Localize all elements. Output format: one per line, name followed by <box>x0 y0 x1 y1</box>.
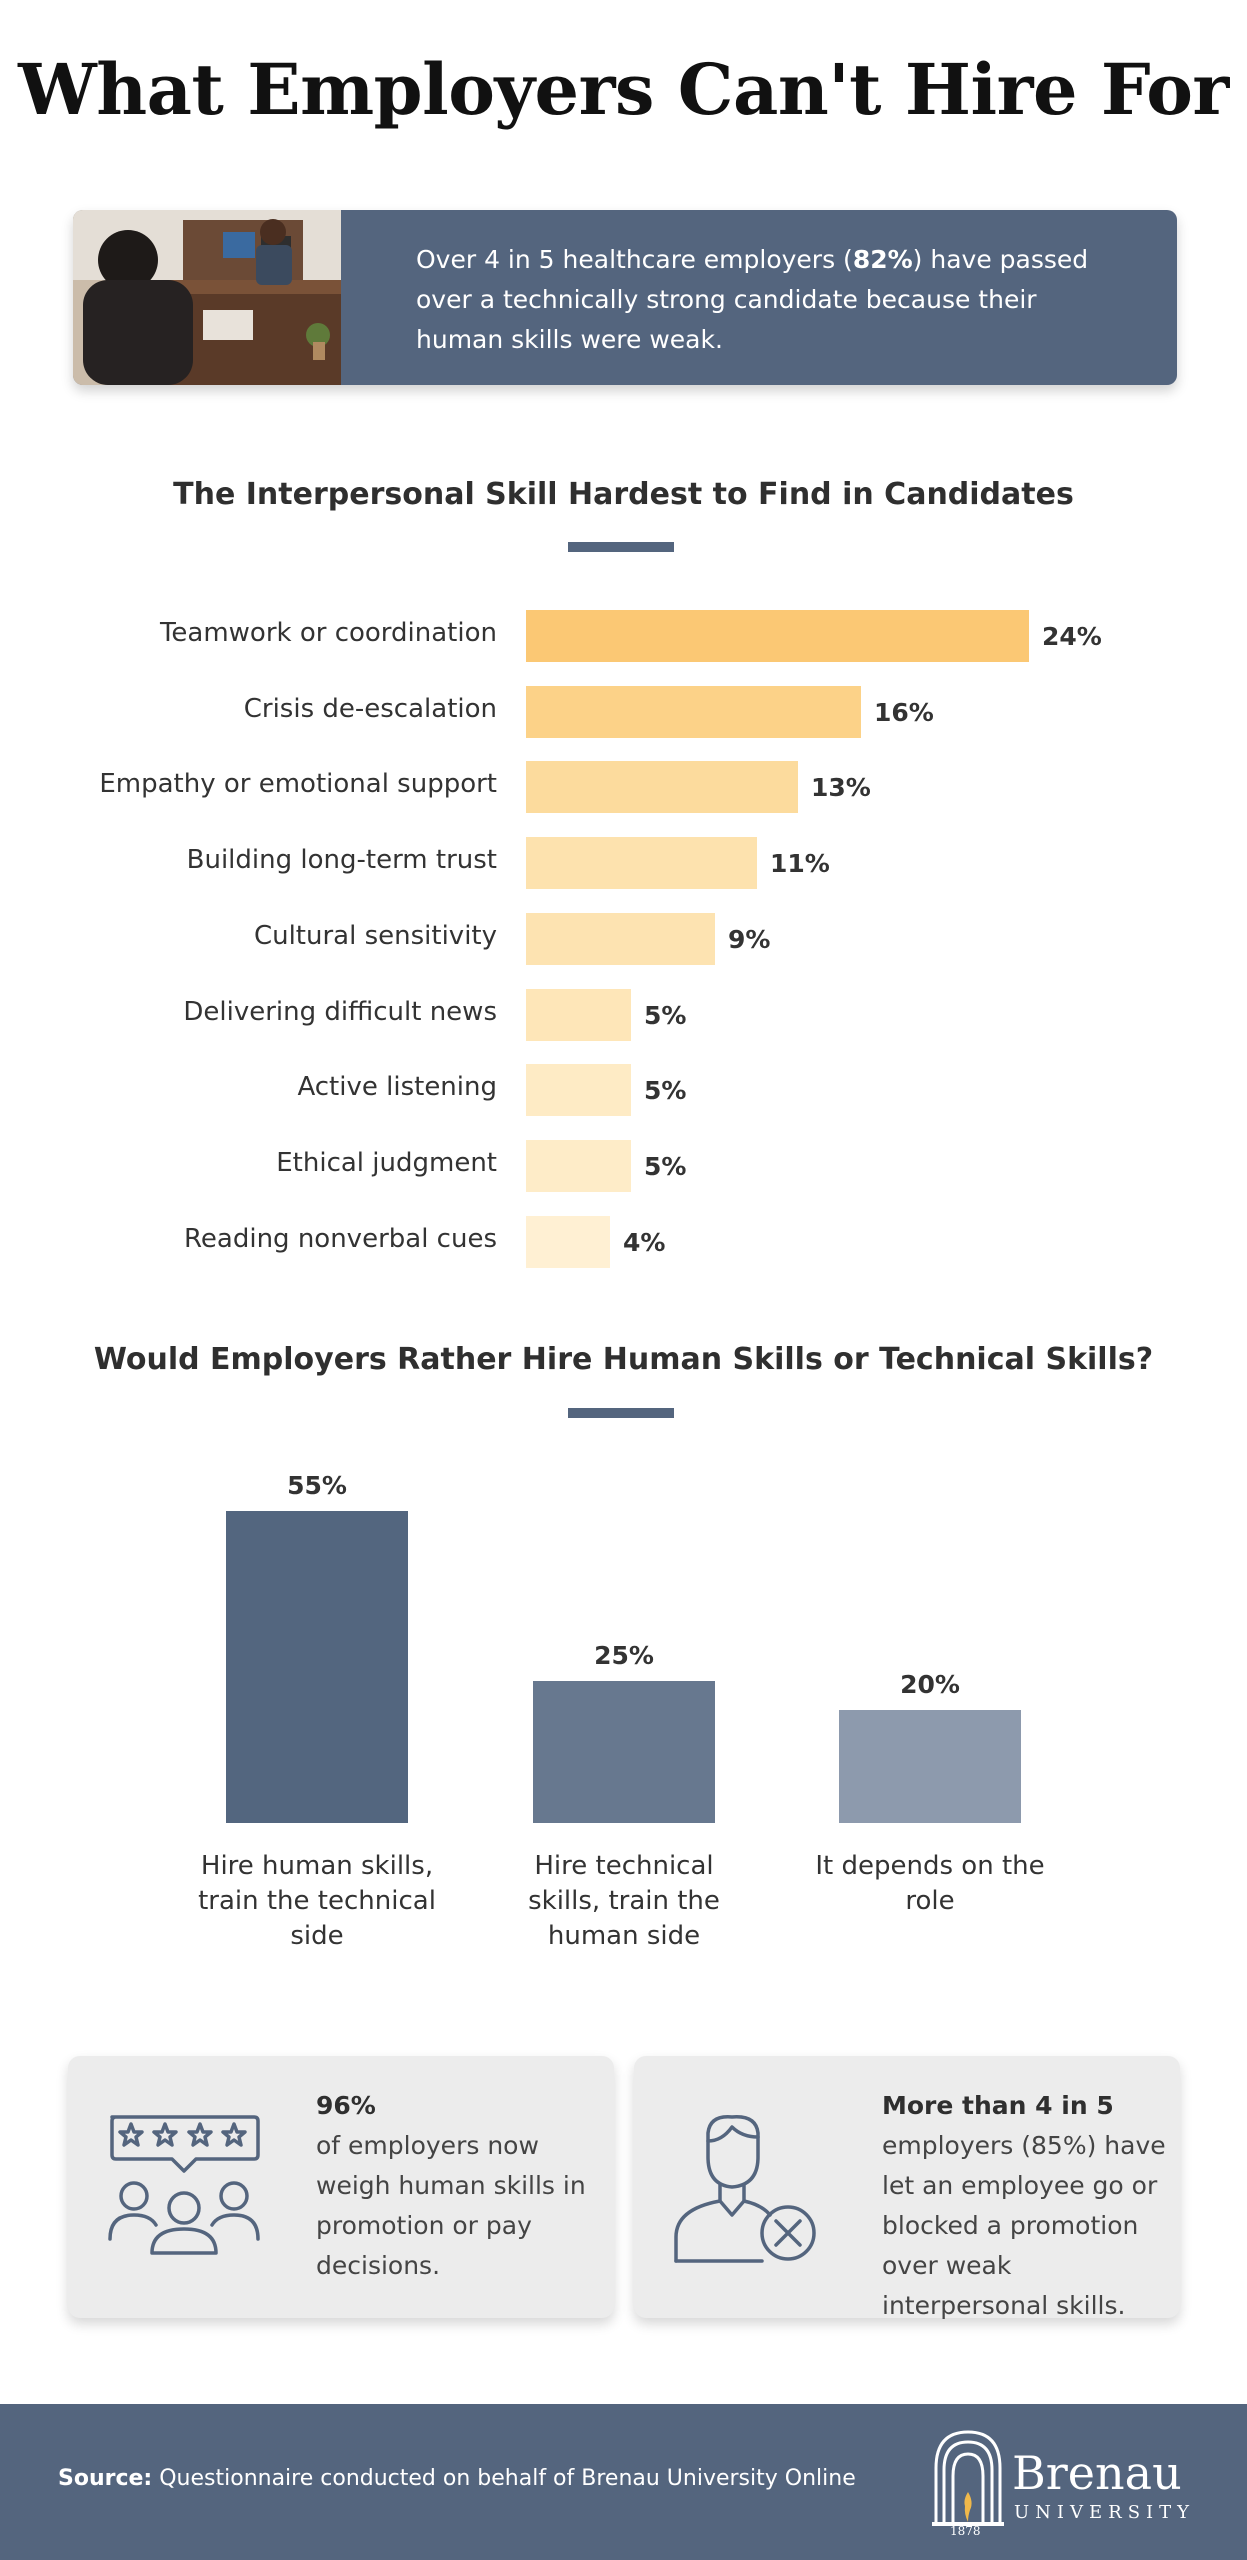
bar-value-label: 24% <box>1042 622 1102 651</box>
person-reject-icon <box>674 2115 816 2263</box>
intro-text-after: ) have passed over a technically strong … <box>416 245 1089 354</box>
bar-value-label: 5% <box>644 1000 687 1030</box>
section-divider <box>568 1408 674 1418</box>
stat-card-promotion: 96% of employers now weigh human skills … <box>68 2056 614 2318</box>
bar-category-label: Teamwork or coordination <box>159 618 497 648</box>
preference-bar <box>839 1710 1021 1823</box>
bar-value-label: 20% <box>900 1670 960 1699</box>
bar-category-label: Ethical judgment <box>276 1147 497 1178</box>
bar-value-label: 13% <box>811 773 871 803</box>
rating-people-icon <box>108 2115 260 2255</box>
skill-bar <box>526 685 861 738</box>
source-label: Source: <box>58 2466 153 2491</box>
logo-year: 1878 <box>950 2524 981 2538</box>
bar-value-label: 11% <box>770 849 830 879</box>
bar-value-label: 9% <box>728 924 771 954</box>
bar-value-label: 5% <box>644 1151 687 1181</box>
skill-bar <box>526 1139 631 1192</box>
bar-value-label: 16% <box>874 697 934 727</box>
source-text: Questionnaire conducted on behalf of Bre… <box>159 2466 856 2491</box>
preference-bar <box>533 1681 715 1823</box>
bar-category-label: Hire technical skills, train the human s… <box>528 1851 720 1951</box>
hardest-skill-title: The Interpersonal Skill Hardest to Find … <box>173 477 1074 512</box>
source-citation: Source: Questionnaire conducted on behal… <box>58 2466 856 2491</box>
skill-bar <box>526 837 757 890</box>
stat-dismissal-body: employers (85%) have let an employee go … <box>882 2131 1166 2320</box>
bar-value-label: 4% <box>623 1227 666 1257</box>
skill-bar <box>526 610 1029 662</box>
skill-bar <box>526 912 715 965</box>
bar-category-label: Active listening <box>297 1072 497 1103</box>
intro-highlight: 82% <box>852 245 913 274</box>
intro-text-before: Over 4 in 5 healthcare employers ( <box>416 245 853 274</box>
bar-category-label: Building long-term trust <box>186 845 497 876</box>
bar-category-label: Hire human skills, train the technical s… <box>198 1851 436 1951</box>
logo-subtitle: UNIVERSITY <box>1014 2502 1196 2523</box>
skill-bar <box>526 1215 610 1268</box>
bar-category-label: It depends on the role <box>815 1851 1045 1916</box>
interview-photo <box>73 210 341 385</box>
skill-bar <box>526 761 798 814</box>
stat-dismissal-text: More than 4 in 5 employers (85%) have le… <box>882 2086 1172 2326</box>
skill-bar <box>526 988 631 1041</box>
preference-bar <box>226 1511 408 1823</box>
bar-category-label: Cultural sensitivity <box>253 920 497 951</box>
stat-promotion-body: of employers now weigh human skills in p… <box>316 2131 586 2280</box>
footer: Source: Questionnaire conducted on behal… <box>0 2404 1247 2560</box>
section-divider <box>568 542 674 552</box>
logo-wordmark: Brenau <box>1012 2446 1182 2500</box>
intro-statement: Over 4 in 5 healthcare employers (82%) h… <box>416 240 1096 360</box>
bar-category-label: Empathy or emotional support <box>99 769 497 800</box>
stat-dismissal-headline: More than 4 in 5 <box>882 2091 1114 2120</box>
stat-card-dismissal: More than 4 in 5 employers (85%) have le… <box>634 2056 1180 2320</box>
intro-banner: Over 4 in 5 healthcare employers (82%) h… <box>73 210 1177 385</box>
bar-category-label: Delivering difficult news <box>183 996 497 1027</box>
page-title: What Employers Can't Hire For <box>18 48 1229 131</box>
hire-preference-title: Would Employers Rather Hire Human Skills… <box>93 1342 1154 1377</box>
bar-value-label: 5% <box>644 1076 687 1106</box>
bar-value-label: 55% <box>287 1471 347 1500</box>
stat-promotion-text: 96% of employers now weigh human skills … <box>316 2086 606 2286</box>
hardest-skill-bar-chart: Teamwork or coordination 24% Crisis de-esc… <box>0 600 1247 1280</box>
stat-promotion-headline: 96% <box>316 2091 376 2120</box>
bar-category-label: Crisis de-escalation <box>243 693 497 724</box>
bar-category-label: Reading nonverbal cues <box>184 1223 497 1254</box>
arch-crest-icon <box>932 2430 1004 2526</box>
brenau-logo: Brenau UNIVERSITY 1878 <box>928 2426 1189 2546</box>
hire-preference-bar-chart: 55% Hire human skills, train the technica… <box>0 1440 1247 1960</box>
bar-value-label: 25% <box>594 1641 654 1670</box>
skill-bar <box>526 1064 631 1117</box>
